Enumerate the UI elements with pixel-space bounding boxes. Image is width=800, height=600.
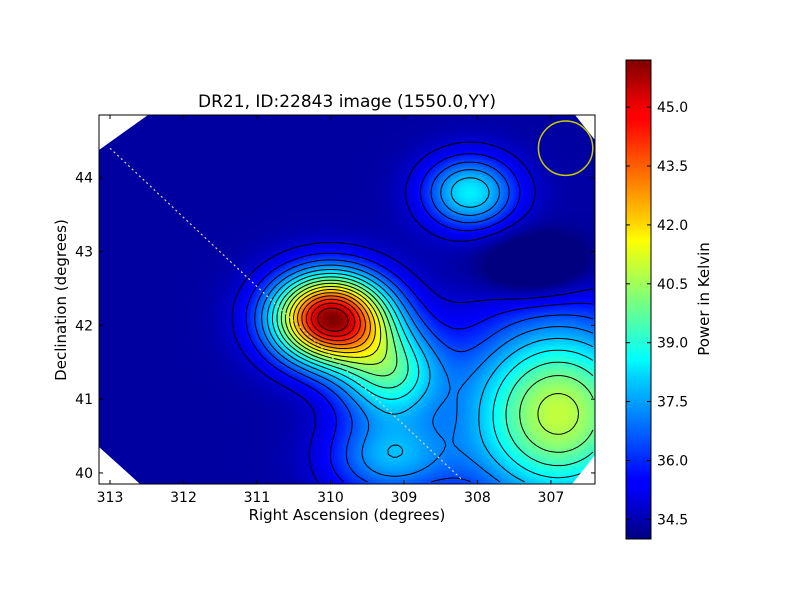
blank-corner-bottom-right [572,455,595,484]
contour-level-12 [301,295,366,346]
colorbar-tick-label-3: 39.0 [657,336,688,352]
y-tick-label-0: 40 [75,466,93,482]
contour-level-9 [289,286,382,358]
contour-level-5 [271,272,594,479]
colorbar-tick-label-1: 36.0 [657,453,688,469]
x-tick-label-6: 307 [538,490,565,506]
contour-lines [231,141,594,483]
contour-level-14 [310,302,356,337]
x-tick-label-1: 312 [170,490,197,506]
contour-level-3 [261,169,594,483]
contour-level-6 [276,276,594,467]
y-tick-label-4: 44 [75,171,93,187]
colorbar [625,59,652,540]
contour-level-7 [280,279,594,453]
contour-level-10 [293,289,376,354]
blank-corner-top-right [575,115,595,140]
colorbar-tick-label-6: 43.5 [657,159,688,175]
y-tick-label-3: 43 [75,245,93,261]
y-tick-label-1: 41 [75,392,93,408]
x-tick-label-5: 308 [464,490,491,506]
plot-frame [98,114,596,485]
contour-level-13 [305,298,361,342]
colorbar-ticks: 34.5 36.0 37.5 39.0 40.5 42.0 43.5 45.0 [626,100,688,528]
contour-level-15 [317,307,349,332]
y-axis-label: Declination (degrees) [52,219,70,381]
chart-title: DR21, ID:22843 image (1550.0,YY) [198,92,496,112]
x-axis: 313 312 311 310 309 308 307 [97,115,565,506]
y-axis: 40 41 42 43 44 [75,171,595,482]
x-tick-label-4: 309 [391,490,418,506]
contour-level-2 [254,161,594,483]
blank-corner-bottom-left [99,447,140,484]
contour-level-1 [245,153,594,483]
blank-corner-top-left [99,115,148,150]
colorbar-tick-label-5: 42.0 [657,218,688,234]
x-tick-label-0: 313 [97,490,124,506]
x-axis-label: Right Ascension (degrees) [249,506,446,524]
colorbar-tick-label-2: 37.5 [657,395,688,411]
x-tick-label-3: 310 [317,490,344,506]
colorbar-tick-label-7: 45.0 [657,100,688,116]
colorbar-tick-label-4: 40.5 [657,277,688,293]
galactic-plane-line [109,147,464,481]
beam-circle [537,120,594,177]
colorbar-label: Power in Kelvin [695,242,713,356]
contour-level-0 [231,141,594,483]
x-tick-label-2: 311 [244,490,271,506]
contour-level-8 [284,282,579,435]
contour-level-4 [266,177,594,483]
y-tick-label-2: 42 [75,318,93,334]
heatmap-plot-area [99,115,595,484]
colorbar-tick-label-0: 34.5 [657,512,688,528]
